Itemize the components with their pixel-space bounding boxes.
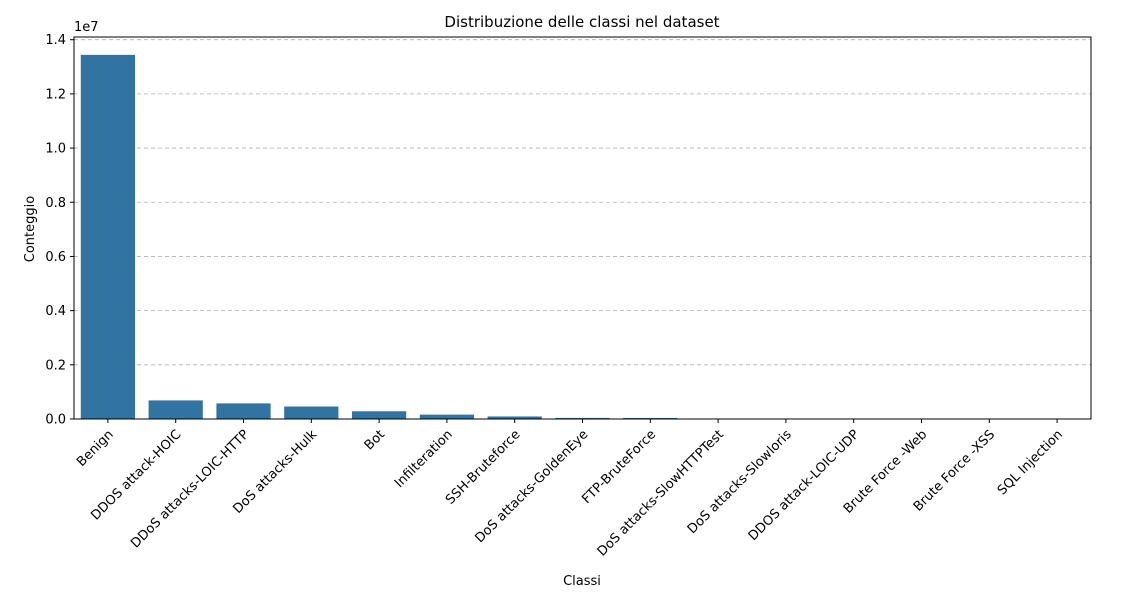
bar	[351, 411, 407, 419]
bar	[623, 417, 678, 419]
y-tick-label: 0.8	[45, 196, 66, 211]
bar	[216, 403, 271, 419]
y-scale-label: 1e7	[74, 20, 99, 35]
y-tick-label: 0.0	[45, 413, 66, 428]
bar	[487, 416, 542, 419]
y-tick-label: 1.2	[45, 87, 66, 102]
y-tick-label: 0.2	[45, 358, 66, 373]
chart-title: Distribuzione delle classi nel dataset	[444, 13, 719, 31]
bar	[555, 417, 610, 419]
plot-frame	[73, 36, 1092, 420]
y-tick-label: 1.4	[45, 33, 66, 48]
grid-lines	[74, 39, 1091, 366]
x-axis-label: Classi	[563, 574, 601, 589]
bar	[148, 400, 203, 419]
bar	[80, 54, 136, 419]
y-tick-label: 0.6	[45, 250, 66, 265]
y-ticks: 0.0 0.2 0.4 0.6 0.8 1.0 1.2 1.4	[45, 33, 74, 428]
bars	[80, 54, 1085, 419]
y-axis-label: Conteggio	[23, 196, 38, 262]
y-tick-label: 0.4	[45, 304, 66, 319]
y-tick-label: 1.0	[45, 142, 66, 157]
bar	[419, 414, 475, 419]
bar	[284, 406, 339, 419]
